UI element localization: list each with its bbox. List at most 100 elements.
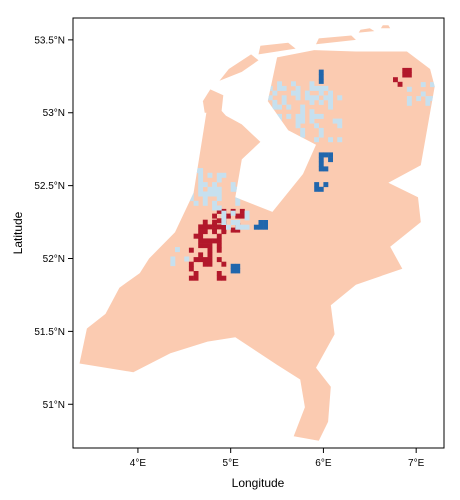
cell xyxy=(332,118,338,124)
y-tick-label: 53°N xyxy=(43,108,65,119)
cell xyxy=(212,213,217,219)
x-tick-label: 7°E xyxy=(408,458,425,469)
cell xyxy=(318,132,324,138)
cell xyxy=(295,90,301,96)
cell xyxy=(198,186,204,192)
cell xyxy=(295,95,301,101)
cell xyxy=(425,100,431,106)
cell xyxy=(337,118,343,124)
patch-11 xyxy=(221,210,250,230)
cell xyxy=(198,172,204,178)
cell xyxy=(309,109,315,115)
cell xyxy=(309,118,315,124)
cell xyxy=(202,229,208,235)
cell xyxy=(304,95,310,101)
cell xyxy=(328,99,333,105)
cell xyxy=(314,182,320,188)
y-tick-label: 52°N xyxy=(43,254,65,265)
cell xyxy=(263,220,268,225)
patch-3 xyxy=(393,67,412,87)
cell xyxy=(295,123,301,129)
y-tick-label: 53.5°N xyxy=(34,35,65,46)
cell xyxy=(328,157,333,163)
cell xyxy=(272,132,278,138)
cell xyxy=(267,113,273,119)
cell xyxy=(309,81,315,87)
cell xyxy=(277,118,282,124)
cell xyxy=(416,96,422,102)
patch-6 xyxy=(314,182,329,192)
cell xyxy=(235,200,241,206)
cell xyxy=(207,238,213,244)
cell xyxy=(235,224,241,230)
cell xyxy=(309,113,315,119)
cell xyxy=(318,85,324,91)
cell xyxy=(216,186,222,192)
cell xyxy=(202,196,208,202)
x-tick-label: 6°E xyxy=(315,458,332,469)
cell xyxy=(304,90,310,96)
cell xyxy=(221,172,227,178)
cell xyxy=(198,257,204,263)
cell xyxy=(291,137,296,143)
cell xyxy=(286,137,292,143)
plot-panel xyxy=(79,25,435,441)
cell xyxy=(281,85,287,91)
cell xyxy=(286,132,292,138)
cell xyxy=(318,90,324,96)
cell xyxy=(277,85,282,91)
cell xyxy=(216,243,222,249)
cell xyxy=(207,247,213,253)
cell xyxy=(328,152,333,158)
cell xyxy=(207,243,213,249)
cell xyxy=(216,196,222,202)
cell xyxy=(230,227,236,233)
cell xyxy=(309,99,315,105)
patch-7 xyxy=(318,69,324,84)
cell xyxy=(300,118,306,124)
cell xyxy=(239,213,245,219)
cell xyxy=(239,208,245,214)
cell xyxy=(202,257,208,263)
cell xyxy=(244,224,250,230)
cell xyxy=(235,220,241,225)
cell xyxy=(286,104,292,110)
cell xyxy=(216,177,222,183)
cell xyxy=(193,271,199,276)
cell xyxy=(212,191,217,197)
cell xyxy=(212,200,217,206)
mainland-shape xyxy=(79,50,435,441)
cell xyxy=(314,123,319,129)
cell xyxy=(258,224,264,230)
cell xyxy=(277,81,282,87)
cell xyxy=(235,186,241,192)
island-shape-5 xyxy=(358,28,375,33)
cell xyxy=(318,127,324,133)
cell xyxy=(295,118,301,124)
island-shape-3 xyxy=(258,42,296,55)
cell xyxy=(300,132,306,138)
cell xyxy=(420,82,426,88)
cell xyxy=(272,90,278,96)
cell xyxy=(323,166,329,172)
cell xyxy=(188,266,194,272)
cell xyxy=(198,177,204,183)
cell xyxy=(309,95,315,101)
cell xyxy=(258,220,264,225)
patch-13 xyxy=(170,247,190,267)
cell xyxy=(216,238,222,244)
cell xyxy=(318,166,324,172)
cell xyxy=(202,200,208,206)
cell xyxy=(397,81,403,87)
cell xyxy=(314,113,319,119)
cell xyxy=(244,215,250,221)
cell xyxy=(188,182,194,188)
cell xyxy=(212,219,217,225)
cell xyxy=(318,113,324,119)
cell xyxy=(212,222,217,228)
cell xyxy=(337,137,343,143)
cell xyxy=(221,224,227,230)
cell xyxy=(244,210,250,216)
cell xyxy=(216,218,222,224)
